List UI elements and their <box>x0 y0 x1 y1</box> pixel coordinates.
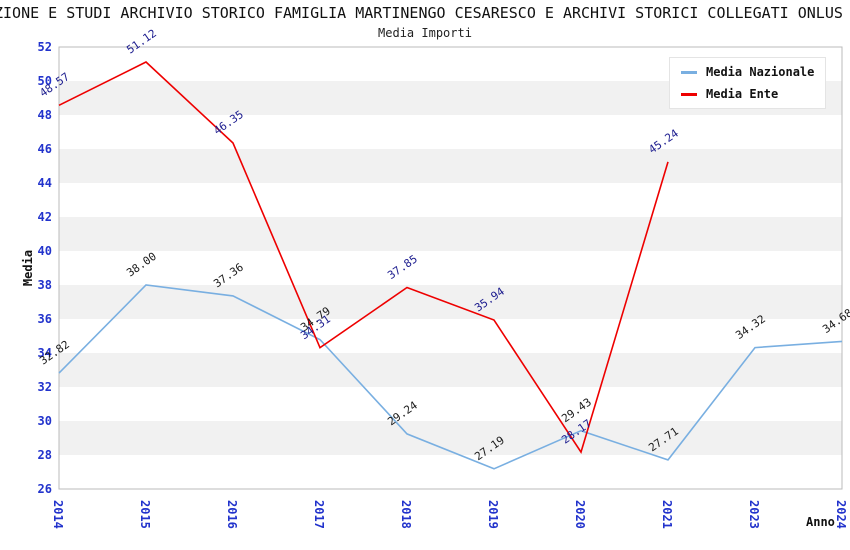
series-line-media-nazionale <box>58 284 843 470</box>
legend-label-nazionale: Media Nazionale <box>706 65 815 79</box>
x-axis-title: Anno <box>806 515 835 529</box>
grid-band <box>59 183 842 217</box>
grid-band <box>59 421 842 455</box>
series-line-media-ente <box>58 61 669 454</box>
y-tick-label: 32 <box>38 380 52 394</box>
x-tick-label: 2014 <box>51 500 65 529</box>
y-tick-label: 52 <box>38 40 52 54</box>
legend-item-media-ente: Media Ente <box>681 87 814 101</box>
y-tick-label: 26 <box>38 482 52 496</box>
x-tick-label: 2024 <box>834 500 848 529</box>
x-tick-label: 2015 <box>138 500 152 529</box>
y-tick-label: 44 <box>38 176 52 190</box>
y-tick-label: 28 <box>38 448 52 462</box>
x-tick-label: 2019 <box>486 500 500 529</box>
y-tick-label: 40 <box>38 244 52 258</box>
grid-band <box>59 115 842 149</box>
legend: Media Nazionale Media Ente <box>669 57 827 109</box>
legend-swatch-nazionale-icon <box>681 70 697 74</box>
x-tick-label: 2018 <box>399 500 413 529</box>
legend-item-media-nazionale: Media Nazionale <box>681 65 814 79</box>
plot-border <box>58 46 843 490</box>
y-tick-label: 38 <box>38 278 52 292</box>
legend-swatch-ente-icon <box>681 92 697 96</box>
y-tick-label: 48 <box>38 108 52 122</box>
grid-band <box>59 455 842 489</box>
chart-title: ZIONE E STUDI ARCHIVIO STORICO FAMIGLIA … <box>0 4 843 22</box>
grid-band <box>59 285 842 319</box>
grid-band <box>59 251 842 285</box>
y-tick-label: 42 <box>38 210 52 224</box>
x-tick-label: 2020 <box>573 500 587 529</box>
y-tick-label: 36 <box>38 312 52 326</box>
y-tick-label: 34 <box>38 346 52 360</box>
y-tick-label: 46 <box>38 142 52 156</box>
grid-band <box>59 149 842 183</box>
grid-band <box>59 353 842 387</box>
y-tick-label: 30 <box>38 414 52 428</box>
chart-subtitle: Media Importi <box>378 26 472 40</box>
grid-band <box>59 319 842 353</box>
x-tick-label: 2016 <box>225 500 239 529</box>
grid-band <box>59 217 842 251</box>
grid-band <box>59 387 842 421</box>
x-tick-label: 2021 <box>660 500 674 529</box>
x-tick-label: 2023 <box>747 500 761 529</box>
x-tick-label: 2017 <box>312 500 326 529</box>
legend-label-ente: Media Ente <box>706 87 779 101</box>
y-tick-label: 50 <box>38 74 52 88</box>
